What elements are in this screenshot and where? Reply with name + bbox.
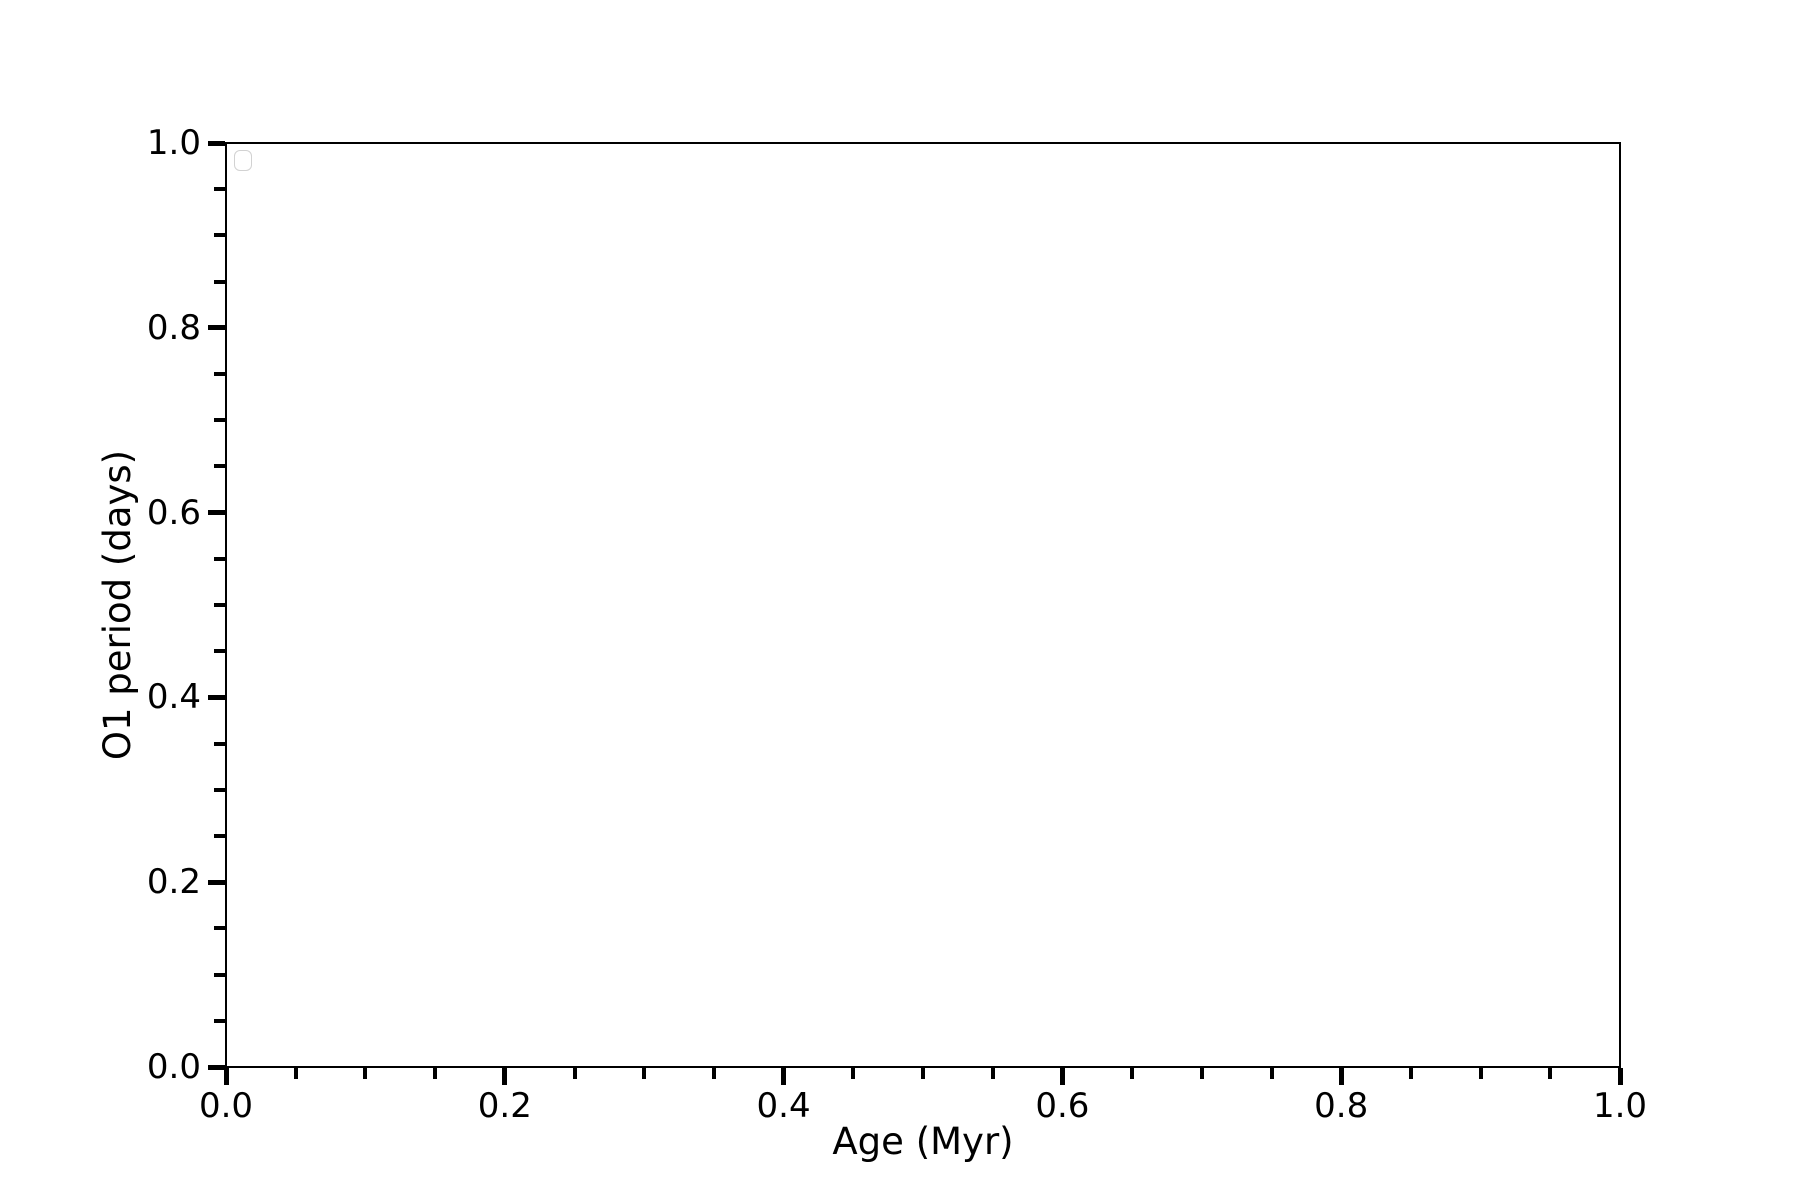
x-minor-tick — [293, 1068, 298, 1079]
x-major-tick — [502, 1068, 508, 1085]
y-major-tick — [208, 1064, 225, 1070]
y-tick-label: 1.0 — [146, 123, 201, 163]
x-axis-label: Age (Myr) — [0, 1122, 1800, 1162]
x-minor-tick — [1548, 1068, 1553, 1079]
y-major-tick — [208, 879, 225, 885]
x-major-tick — [1338, 1068, 1344, 1085]
x-tick-label: 1.0 — [1592, 1086, 1648, 1126]
x-minor-tick — [433, 1068, 438, 1079]
y-minor-tick — [214, 926, 225, 931]
y-major-tick — [208, 140, 225, 146]
y-tick-label: 0.6 — [146, 492, 201, 533]
y-minor-tick — [214, 187, 225, 192]
x-minor-tick — [1408, 1068, 1413, 1079]
x-tick-label: 0.0 — [198, 1086, 254, 1126]
x-minor-tick — [851, 1068, 856, 1079]
y-minor-tick — [214, 233, 225, 238]
x-minor-tick — [572, 1068, 577, 1079]
x-tick-label: 0.8 — [1314, 1086, 1369, 1126]
y-tick-label: 0.8 — [146, 307, 201, 348]
x-major-tick — [1059, 1068, 1065, 1085]
x-tick-label: 0.4 — [756, 1086, 811, 1126]
y-minor-tick — [214, 1018, 225, 1023]
x-major-tick — [223, 1068, 229, 1085]
y-minor-tick — [214, 972, 225, 977]
y-minor-tick — [214, 649, 225, 654]
x-tick-label: 0.6 — [1035, 1086, 1090, 1126]
plot-area — [225, 142, 1621, 1068]
x-major-tick — [1617, 1068, 1623, 1085]
x-minor-tick — [711, 1068, 716, 1079]
x-minor-tick — [990, 1068, 995, 1079]
x-major-tick — [781, 1068, 787, 1085]
x-minor-tick — [363, 1068, 368, 1079]
y-major-tick — [208, 325, 225, 331]
y-minor-tick — [214, 418, 225, 423]
x-minor-tick — [1478, 1068, 1483, 1079]
y-minor-tick — [214, 603, 225, 607]
y-minor-tick — [214, 372, 225, 376]
y-minor-tick — [214, 834, 225, 838]
y-minor-tick — [214, 787, 225, 792]
x-tick-label: 0.2 — [477, 1086, 532, 1126]
x-minor-tick — [1199, 1068, 1204, 1079]
y-tick-label: 0.4 — [146, 677, 201, 718]
x-minor-tick — [1269, 1068, 1274, 1079]
y-minor-tick — [214, 556, 225, 561]
x-minor-tick — [921, 1068, 925, 1079]
y-minor-tick — [214, 464, 225, 469]
y-axis-label: O1 period (days) — [96, 449, 139, 761]
y-major-tick — [208, 510, 225, 516]
x-minor-tick — [1130, 1068, 1135, 1079]
legend-box — [234, 150, 252, 171]
y-major-tick — [208, 694, 225, 700]
x-minor-tick — [642, 1068, 647, 1079]
y-minor-tick — [214, 279, 225, 284]
x-axis-label-text: Age (Myr) — [832, 1120, 1014, 1163]
y-tick-label: 0.2 — [146, 862, 201, 903]
y-tick-label: 0.0 — [146, 1047, 201, 1087]
y-minor-tick — [214, 741, 225, 746]
